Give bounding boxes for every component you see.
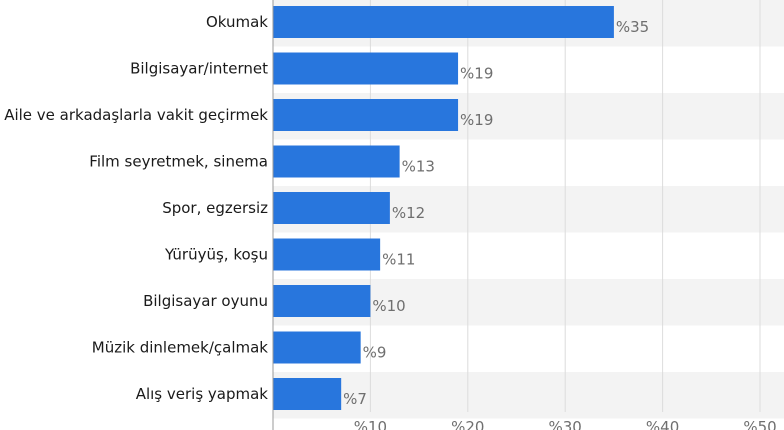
value-label: %10 — [372, 297, 405, 315]
category-labels: Okumak Bilgisayar/internet Aile ve arkadaş… — [4, 13, 268, 403]
bar — [273, 52, 459, 85]
value-label: %13 — [402, 158, 435, 176]
x-tick-label: %20 — [451, 418, 484, 430]
category-label: Müzik dinlemek/çalmak — [92, 339, 269, 357]
value-label: %19 — [460, 111, 493, 129]
bar — [273, 238, 381, 271]
value-label: %9 — [363, 344, 387, 362]
value-label: %7 — [343, 390, 367, 408]
category-label: Bilgisayar oyunu — [143, 292, 268, 310]
bar — [273, 145, 400, 178]
bar — [273, 99, 459, 131]
value-label: %35 — [616, 18, 649, 36]
bar — [273, 6, 614, 38]
bar — [273, 285, 371, 317]
x-axis-ticks: %10 %20 %30 %40 %50 — [354, 418, 777, 430]
category-label: Film seyretmek, sinema — [89, 153, 268, 171]
value-label: %19 — [460, 65, 493, 83]
category-label: Okumak — [206, 13, 268, 31]
category-label: Aile ve arkadaşlarla vakit geçirmek — [4, 106, 268, 124]
x-tick-label: %10 — [354, 418, 387, 430]
bar — [273, 378, 342, 410]
value-label: %11 — [382, 251, 415, 269]
bar — [273, 192, 390, 224]
category-label: Spor, egzersiz — [162, 199, 268, 217]
value-labels: %35 %19 %19 %13 %12 %11 %10 %9 %7 — [343, 18, 649, 408]
row-band — [273, 372, 784, 419]
bar — [273, 331, 361, 364]
category-label: Yürüyüş, koşu — [164, 246, 268, 264]
value-label: %12 — [392, 204, 425, 222]
category-label: Bilgisayar/internet — [130, 60, 268, 78]
category-label: Alış veriş yapmak — [136, 385, 269, 403]
x-tick-label: %50 — [743, 418, 776, 430]
row-bands — [273, 0, 784, 419]
x-tick-label: %40 — [646, 418, 679, 430]
bars — [273, 6, 614, 410]
x-tick-label: %30 — [549, 418, 582, 430]
